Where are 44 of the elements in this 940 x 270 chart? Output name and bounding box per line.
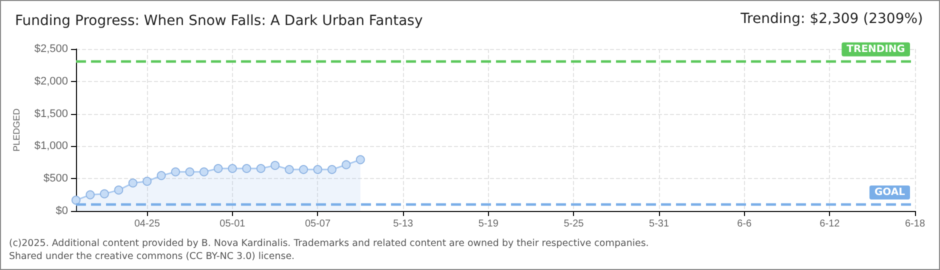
x-tick-label: 5-19 <box>478 218 499 230</box>
point <box>228 164 237 173</box>
y-tick-label: $1,500 <box>34 108 68 120</box>
x-tick-label: 5-13 <box>393 218 414 230</box>
chart-title: Funding Progress: When Snow Falls: A Dark Urban Fantasy <box>15 13 423 29</box>
x-tick-label: 04-25 <box>134 218 160 230</box>
y-tick-label: $0 <box>56 205 68 217</box>
point <box>156 171 166 180</box>
point <box>142 176 152 186</box>
point <box>114 186 124 195</box>
x-tick-label: 6-18 <box>904 218 926 230</box>
x-tick-label: 05-01 <box>220 218 246 230</box>
point <box>128 178 138 188</box>
y-tick-label: $2,000 <box>34 75 68 88</box>
point <box>72 196 80 205</box>
point <box>100 189 109 198</box>
x-tick-label: 6-12 <box>820 218 840 230</box>
x-tick-label: 5-31 <box>649 218 670 230</box>
text: Shared under the creative commons (CC BY-NC 3.0) license. <box>9 250 296 263</box>
ref-line-label: TRENDING <box>846 44 905 55</box>
point <box>86 190 95 200</box>
x-tick-label: 05-07 <box>304 218 331 230</box>
chart-subtitle: Trending: $2,309 (2309%) <box>740 11 923 27</box>
point <box>299 165 308 174</box>
point <box>327 165 336 174</box>
y-tick-label: $500 <box>44 172 68 185</box>
y-tick-label: $1,000 <box>34 140 68 152</box>
point <box>242 164 252 173</box>
x-tick-label: 5-25 <box>564 218 584 230</box>
y-axis-title: PLEDGED <box>12 108 22 152</box>
point <box>171 167 180 176</box>
point <box>185 167 194 176</box>
point <box>199 167 208 176</box>
point <box>214 164 223 173</box>
y-tick-label: $2,500 <box>34 43 68 55</box>
point <box>342 160 351 170</box>
point <box>270 160 280 170</box>
ref-line-label: GOAL <box>874 187 906 198</box>
point <box>356 155 365 164</box>
point <box>313 165 322 174</box>
point <box>256 164 266 173</box>
point <box>284 165 294 174</box>
text: (c)2025. Additional content provided by B. Nova Kardinalis. Trademarks and related content are owned by their respective companies. <box>9 237 649 250</box>
x-tick-label: 6-6 <box>737 218 752 230</box>
